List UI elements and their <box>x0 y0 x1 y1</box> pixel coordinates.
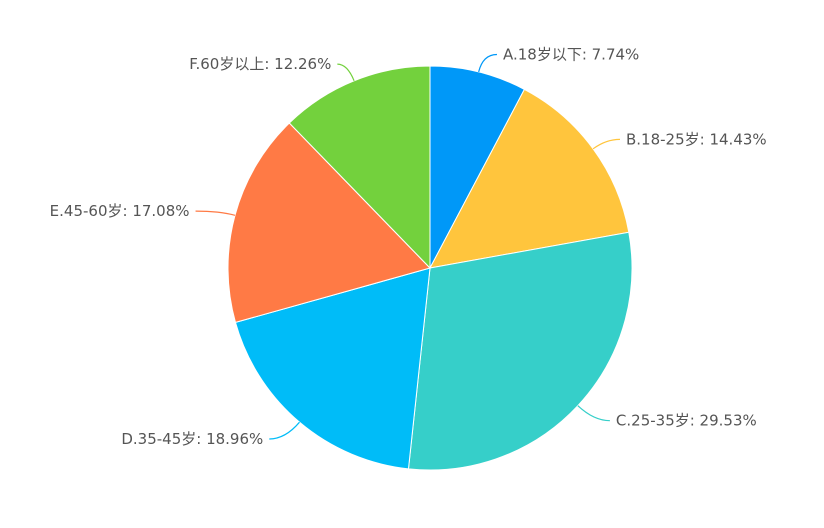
leader-line <box>478 53 497 73</box>
slice-label: A.18岁以下: 7.74% <box>503 45 639 63</box>
pie-slice[interactable] <box>429 65 526 269</box>
leader-line <box>337 63 355 82</box>
leader-line <box>592 138 621 150</box>
leader-line <box>269 421 300 440</box>
slice-label: C.25-35岁: 29.53% <box>616 412 757 430</box>
pie-slice[interactable] <box>234 267 431 470</box>
slice-label: B.18-25岁: 14.43% <box>626 130 767 148</box>
leader-line <box>577 405 610 422</box>
pie-slice[interactable] <box>227 122 431 324</box>
slice-label: D.35-45岁: 18.96% <box>121 430 263 448</box>
slice-label: F.60岁以上: 12.26% <box>189 55 331 73</box>
slice-label: E.45-60岁: 17.08% <box>50 202 190 220</box>
pie-slice[interactable] <box>288 65 431 270</box>
leader-line <box>195 210 236 216</box>
pie-slice[interactable] <box>407 231 633 471</box>
